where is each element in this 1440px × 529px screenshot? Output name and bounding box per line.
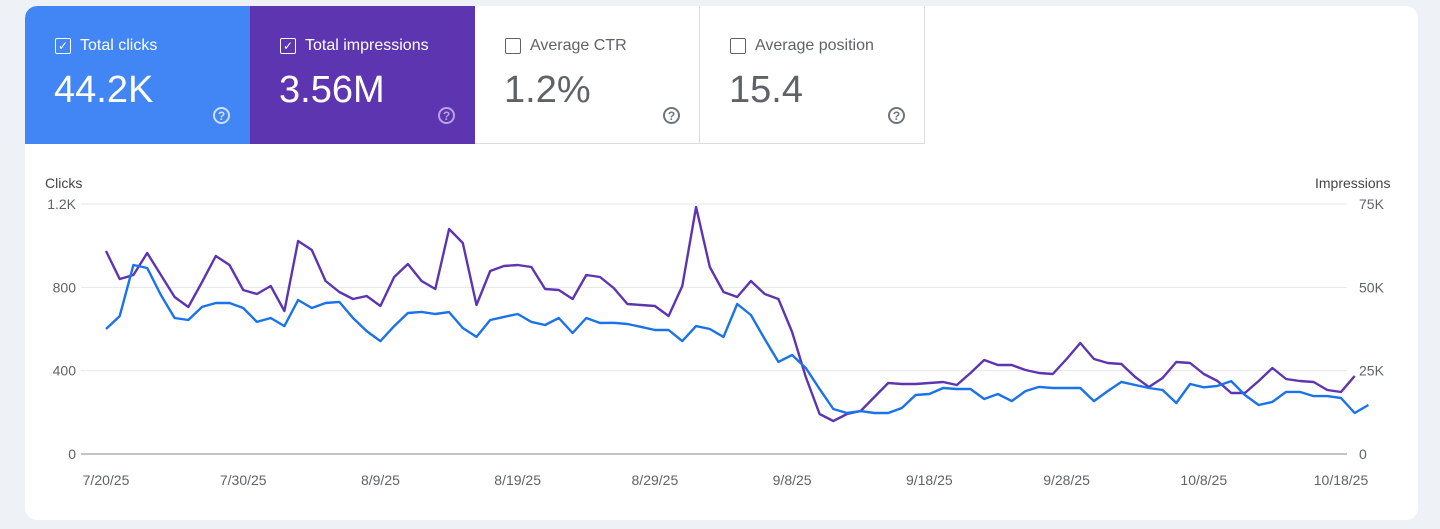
- metric-tile-total-clicks[interactable]: ✓ Total clicks 44.2K ?: [25, 6, 250, 144]
- metric-label: ✓ Total impressions: [280, 37, 429, 55]
- x-tick-label: 9/18/25: [906, 472, 953, 488]
- x-tick-label: 7/20/25: [83, 472, 130, 488]
- metric-name: Average CTR: [530, 37, 627, 54]
- x-tick-label: 9/28/25: [1043, 472, 1090, 488]
- metric-tile-total-impressions[interactable]: ✓ Total impressions 3.56M ?: [250, 6, 475, 144]
- clicks-series-line: [105, 263, 1370, 415]
- y-tick-label-right: 50K: [1359, 279, 1385, 295]
- metric-value: 1.2%: [504, 69, 591, 111]
- checkbox-unchecked-icon[interactable]: [730, 38, 746, 54]
- metric-value: 3.56M: [279, 69, 385, 111]
- help-icon[interactable]: ?: [888, 107, 905, 124]
- metric-tile-average-ctr[interactable]: Average CTR 1.2% ?: [475, 6, 700, 144]
- line-chart: 0 0 400 25K 800 50K 1.2K 75K 7/20/25 7/30/25 8/9/2…: [47, 196, 1385, 488]
- y-tick-label-left: 400: [53, 363, 77, 379]
- metric-label: ✓ Total clicks: [55, 37, 157, 55]
- performance-card: ✓ Total clicks 44.2K ? ✓ Total impressions…: [25, 6, 1418, 520]
- x-tick-label: 7/30/25: [220, 472, 267, 488]
- y-tick-label-left: 1.2K: [47, 196, 76, 212]
- x-tick-label: 8/19/25: [494, 472, 541, 488]
- x-tick-label: 10/18/25: [1314, 472, 1369, 488]
- checkbox-checked-icon[interactable]: ✓: [280, 38, 296, 54]
- metric-value: 44.2K: [54, 69, 154, 111]
- checkbox-checked-icon[interactable]: ✓: [55, 38, 71, 54]
- y-tick-label-left: 800: [53, 279, 77, 295]
- x-tick-label: 9/8/25: [773, 472, 812, 488]
- x-tick-label: 8/29/25: [632, 472, 679, 488]
- y-tick-label-right: 75K: [1359, 196, 1385, 212]
- metric-tile-average-position[interactable]: Average position 15.4 ?: [700, 6, 925, 144]
- impressions-series-line: [104, 205, 1356, 423]
- help-icon[interactable]: ?: [663, 107, 680, 124]
- x-tick-label: 8/9/25: [361, 472, 400, 488]
- help-icon[interactable]: ?: [213, 107, 230, 124]
- metric-name: Total impressions: [305, 37, 429, 54]
- y-tick-label-right: 25K: [1359, 363, 1385, 379]
- y-axis-title-right: Impressions: [1315, 175, 1391, 191]
- metric-tiles: ✓ Total clicks 44.2K ? ✓ Total impressions…: [25, 6, 925, 144]
- metric-name: Average position: [755, 37, 874, 54]
- checkbox-unchecked-icon[interactable]: [505, 38, 521, 54]
- metric-value: 15.4: [729, 69, 803, 111]
- metric-name: Total clicks: [80, 37, 158, 54]
- help-icon[interactable]: ?: [438, 107, 455, 124]
- y-tick-label-left: 0: [68, 446, 76, 462]
- x-tick-label: 10/8/25: [1180, 472, 1227, 488]
- y-axis-title-left: Clicks: [45, 175, 83, 191]
- metric-label: Average CTR: [505, 37, 627, 55]
- metric-label: Average position: [730, 37, 874, 55]
- y-tick-label-right: 0: [1359, 446, 1367, 462]
